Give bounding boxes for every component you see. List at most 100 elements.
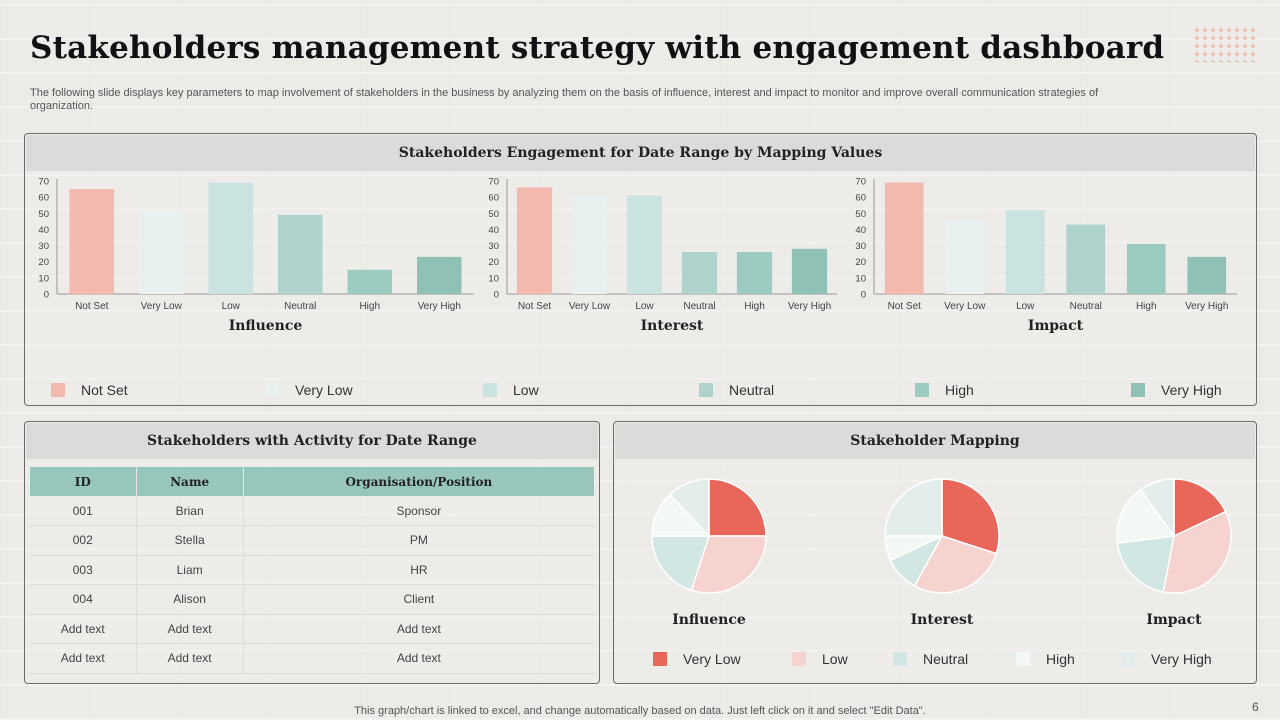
- x-tick-label: High: [1136, 301, 1157, 312]
- chart-title: Influence: [229, 318, 303, 334]
- x-tick-label: Very High: [1185, 301, 1228, 312]
- y-tick-label: 20: [488, 257, 499, 268]
- table-header-row: ID Name Organisation/Position: [30, 467, 594, 496]
- table-cell[interactable]: Client: [243, 584, 594, 615]
- bar: [1126, 243, 1166, 294]
- pie-slice: [708, 478, 767, 537]
- table-cell[interactable]: Add text: [243, 614, 594, 644]
- chart-title: Impact: [1146, 612, 1202, 628]
- pie-slice: [1173, 478, 1227, 538]
- engagement-bar-charts: 0 10 20 30 40 50 60 70 Not Set Very Low Low Neutral…: [38, 177, 1237, 334]
- table-cell[interactable]: HR: [243, 555, 594, 585]
- legend-swatch: [915, 383, 929, 397]
- decorative-dots: [1193, 26, 1259, 62]
- bar: [516, 187, 553, 294]
- bar: [417, 256, 462, 294]
- y-tick-label: 0: [494, 290, 499, 301]
- legend-label: Very High: [1161, 382, 1222, 398]
- page-title: Stakeholders management strategy with en…: [30, 30, 1165, 66]
- y-tick-label: 50: [855, 209, 866, 220]
- mapping-panel-title: Stakeholder Mapping: [615, 423, 1255, 459]
- legend-item: Low: [792, 651, 848, 667]
- legend-label: Very Low: [683, 651, 741, 667]
- legend-label: Low: [822, 651, 848, 667]
- legend-item: High: [1016, 651, 1075, 667]
- table-cell[interactable]: Sponsor: [243, 496, 594, 526]
- legend-label: High: [1046, 651, 1075, 667]
- legend-swatch: [653, 652, 667, 666]
- engagement-panel-title: Stakeholders Engagement for Date Range b…: [26, 135, 1255, 171]
- legend-swatch: [265, 383, 279, 397]
- x-tick-label: Very Low: [569, 301, 611, 312]
- pie-slice: [884, 478, 943, 537]
- bar: [1005, 210, 1045, 294]
- legend-item: Very Low: [653, 651, 741, 667]
- legend-swatch: [483, 383, 497, 397]
- table-cell[interactable]: Liam: [136, 555, 244, 585]
- table-cell[interactable]: 001: [30, 496, 137, 526]
- table-cell[interactable]: 002: [30, 525, 137, 556]
- activity-panel: Stakeholders with Activity for Date Rang…: [24, 421, 600, 684]
- page-number: 6: [1252, 700, 1259, 714]
- legend-swatch: [893, 652, 907, 666]
- pie-chart-influence: Influence: [651, 478, 767, 628]
- activity-panel-title: Stakeholders with Activity for Date Rang…: [26, 423, 598, 459]
- pie-slice: [1162, 510, 1232, 594]
- bar: [347, 269, 392, 294]
- chart-title: Interest: [641, 318, 704, 334]
- bar: [208, 182, 253, 294]
- table-cell[interactable]: PM: [243, 525, 594, 556]
- table-cell[interactable]: Stella: [136, 525, 244, 556]
- x-tick-label: Neutral: [284, 301, 316, 312]
- y-tick-label: 70: [488, 177, 499, 188]
- y-tick-label: 60: [488, 193, 499, 204]
- y-tick-label: 60: [855, 193, 866, 204]
- table-cell[interactable]: Add text: [30, 643, 137, 674]
- pie-slice: [651, 535, 711, 592]
- legend-swatch: [1131, 383, 1145, 397]
- activity-table: ID Name Organisation/Position 001 Brian …: [30, 467, 594, 674]
- table-cell[interactable]: 003: [30, 555, 137, 585]
- bar: [139, 210, 184, 294]
- col-org-header: Organisation/Position: [243, 467, 594, 496]
- x-tick-label: Not Set: [75, 301, 109, 312]
- x-tick-label: Low: [1016, 301, 1035, 312]
- pie-slice: [1116, 488, 1176, 544]
- y-tick-label: 0: [861, 290, 866, 301]
- pie-chart-impact: Impact: [1116, 478, 1232, 628]
- x-tick-label: Neutral: [1070, 301, 1102, 312]
- y-tick-label: 70: [855, 177, 866, 188]
- y-tick-label: 40: [488, 225, 499, 236]
- bar: [945, 219, 985, 294]
- bar-chart-influence: 0 10 20 30 40 50 60 70 Not Set Very Low Low Neutral…: [38, 177, 474, 334]
- legend-item: Neutral: [699, 382, 774, 398]
- table-row: 002 Stella PM: [30, 525, 594, 556]
- chart-title: Impact: [1028, 318, 1084, 334]
- x-tick-label: Very Low: [141, 301, 183, 312]
- pie-slice: [668, 478, 710, 538]
- y-tick-label: 40: [38, 225, 49, 236]
- table-row: Add text Add text Add text: [30, 643, 594, 674]
- table-cell[interactable]: Add text: [136, 643, 244, 674]
- y-tick-label: 10: [855, 273, 866, 284]
- x-tick-label: Low: [635, 301, 654, 312]
- bar: [681, 252, 718, 294]
- x-tick-label: Neutral: [683, 301, 715, 312]
- pie-slice: [1116, 535, 1175, 593]
- x-tick-label: High: [744, 301, 765, 312]
- table-cell[interactable]: Add text: [243, 643, 594, 674]
- legend-label: High: [945, 382, 974, 398]
- table-cell[interactable]: 004: [30, 584, 137, 615]
- bar: [1066, 224, 1106, 294]
- legend-item: Very High: [1131, 382, 1222, 398]
- x-tick-label: Low: [222, 301, 241, 312]
- legend-item: Not Set: [51, 382, 128, 398]
- table-cell[interactable]: Add text: [136, 614, 244, 644]
- x-tick-label: High: [359, 301, 380, 312]
- y-tick-label: 30: [488, 241, 499, 252]
- table-cell[interactable]: Add text: [30, 614, 137, 644]
- table-row: 001 Brian Sponsor: [30, 496, 594, 526]
- table-cell[interactable]: Alison: [136, 584, 244, 615]
- table-cell[interactable]: Brian: [136, 496, 244, 526]
- x-tick-label: Very High: [788, 301, 831, 312]
